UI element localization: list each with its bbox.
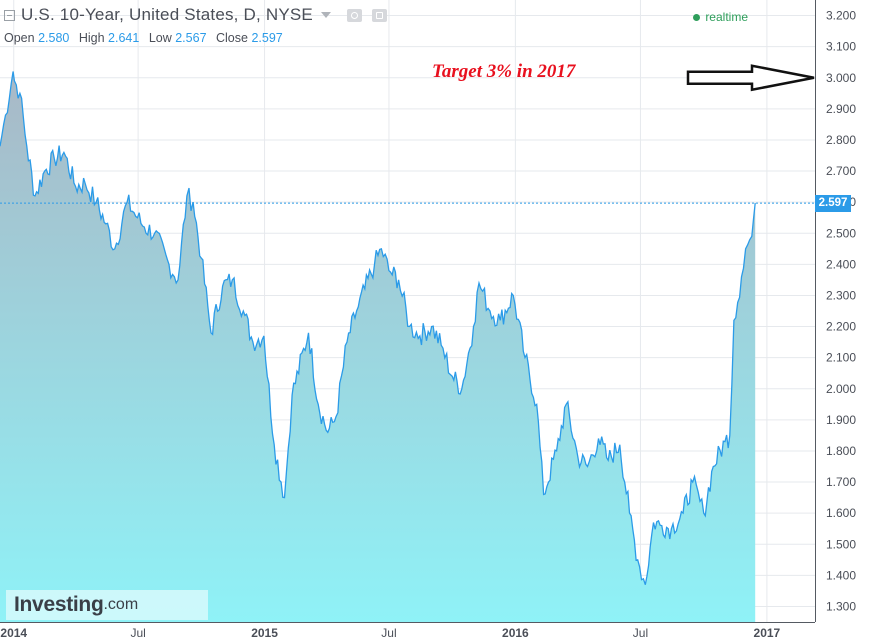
x-tick-label: Jul	[130, 626, 145, 640]
series-area-fill	[0, 71, 756, 622]
y-tick-label: 2.800	[826, 133, 856, 147]
chevron-down-icon[interactable]	[320, 12, 331, 18]
x-tick-label: 2017	[754, 626, 781, 640]
collapse-icon[interactable]	[4, 9, 15, 21]
chart-header: U.S. 10-Year, United States, D, NYSE Ope…	[0, 0, 815, 46]
close-value: 2.597	[251, 31, 283, 45]
target-annotation: Target 3% in 2017	[432, 61, 576, 82]
gear-icon[interactable]	[371, 8, 387, 22]
y-tick-label: 2.700	[826, 164, 856, 178]
x-tick-label: 2015	[251, 626, 278, 640]
ohlc-readout: Open 2.580 High 2.641 Low 2.567 Close 2.…	[4, 31, 289, 45]
y-tick-label: 2.300	[826, 288, 856, 302]
high-value: 2.641	[108, 31, 140, 45]
y-tick-label: 2.400	[826, 257, 856, 271]
x-tick-label: Jul	[381, 626, 396, 640]
target-arrow-icon	[686, 64, 815, 92]
last-price-badge: 2.597	[815, 194, 851, 212]
series-line	[0, 71, 756, 585]
status-dot-icon	[693, 13, 701, 21]
logo-domain: .com	[103, 596, 139, 613]
y-tick-label: 3.000	[826, 71, 856, 85]
open-value: 2.580	[38, 31, 70, 45]
realtime-label: realtime	[705, 10, 748, 24]
y-tick-label: 1.700	[826, 475, 856, 489]
x-tick-label: 2014	[0, 626, 27, 640]
y-tick-label: 1.800	[826, 444, 856, 458]
x-tick-label: Jul	[633, 626, 648, 640]
y-tick-label: 2.900	[826, 102, 856, 116]
low-value: 2.567	[175, 31, 207, 45]
y-tick-label: 3.200	[826, 9, 856, 23]
realtime-indicator: realtime	[693, 10, 748, 24]
y-tick-label: 1.900	[826, 413, 856, 427]
y-tick-label: 2.000	[826, 382, 856, 396]
y-tick-label: 1.400	[826, 568, 856, 582]
y-tick-label: 1.500	[826, 537, 856, 551]
eye-icon[interactable]	[346, 8, 362, 22]
open-label: Open	[4, 31, 35, 45]
y-tick-label: 2.200	[826, 320, 856, 334]
x-tick-label: 2016	[502, 626, 529, 640]
investing-logo: Investing .com	[6, 590, 208, 620]
y-tick-label: 2.100	[826, 351, 856, 365]
y-tick-label: 2.500	[826, 226, 856, 240]
y-tick-label: 1.300	[826, 599, 856, 613]
y-tick-label: 1.600	[826, 506, 856, 520]
low-label: Low	[148, 31, 172, 45]
high-label: High	[78, 31, 105, 45]
y-tick-label: 3.100	[826, 40, 856, 54]
logo-brand: Investing	[14, 593, 104, 616]
symbol-title: U.S. 10-Year, United States, D, NYSE	[21, 5, 313, 24]
close-label: Close	[216, 31, 248, 45]
